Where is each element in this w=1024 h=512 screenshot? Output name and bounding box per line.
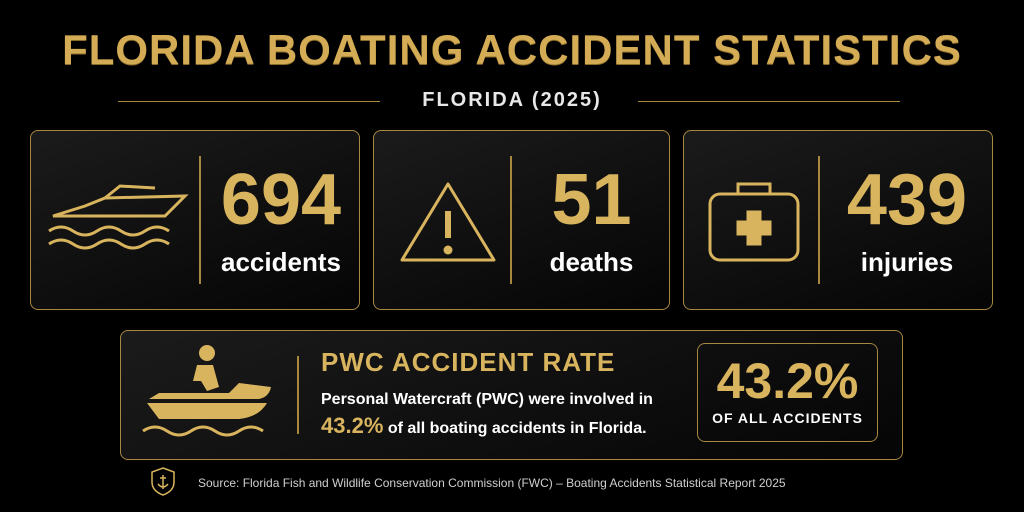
pwc-card: PWC ACCIDENT RATE Personal Watercraft (P… [120,330,903,460]
stat-label: injuries [860,247,954,277]
medkit-icon [708,182,800,262]
rule [638,101,900,102]
divider [199,156,201,284]
rule [118,101,380,102]
warning-icon [400,182,496,262]
stat-card: 51 deaths [373,130,670,310]
stat-label: accidents [221,247,341,277]
boat-icon [48,184,189,250]
stat-value: 694 [220,160,342,240]
pwc-title: PWC ACCIDENT RATE [321,347,616,377]
title: FLORIDA BOATING ACCIDENT STATISTICS [62,26,962,73]
stat-card: 694 accidents [30,130,360,310]
text: Personal Watercraft (PWC) were involved … [321,391,653,408]
stat-value: 439 [846,160,968,240]
divider [297,356,299,434]
stat-value: 51 [551,160,632,240]
badge: 43.2% OF ALL ACCIDENTS [697,343,878,442]
stat-card: 439 injuries [683,130,993,310]
badge-value: 43.2% [716,353,859,409]
source: Source: Florida Fish and Wildlife Conser… [198,476,786,490]
stat-label: deaths [549,247,634,277]
divider [510,156,512,284]
badge-label: OF ALL ACCIDENTS [712,410,863,426]
text: of all boating accidents in Florida. [387,420,647,437]
jetski-icon [142,345,271,437]
divider [818,156,820,284]
shield-icon [151,467,175,496]
highlight: 43.2% [321,413,384,438]
pwc-text: Personal Watercraft (PWC) were involved … [321,387,691,442]
subtitle: FLORIDA (2025) [422,89,602,111]
